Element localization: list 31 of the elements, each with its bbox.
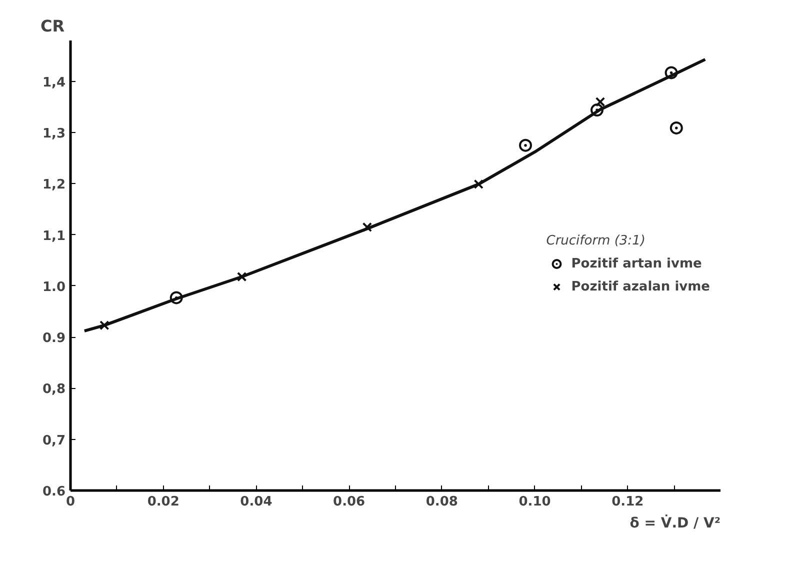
x-tick-label: 0.10 (518, 494, 551, 510)
x-tick-label: 0.02 (147, 494, 180, 510)
point (664, 66, 678, 80)
x-tick-label: 0.12 (612, 494, 644, 510)
y-tick-label: 0,8 (42, 382, 66, 398)
point (236, 272, 247, 282)
x-tick-label: 0.08 (426, 494, 458, 510)
x-axis-title: δ = V̇.D / V² (630, 514, 721, 532)
y-tick-label: 0.6 (42, 484, 66, 500)
x-tick-label: 0.04 (240, 494, 272, 510)
y-tick-label: 1,2 (42, 178, 66, 193)
legend-title: Cruciform (3:1) (546, 234, 646, 248)
point (474, 179, 484, 190)
point (170, 291, 183, 304)
point (595, 96, 606, 107)
point (362, 222, 372, 232)
y-tick-label: 1,1 (42, 228, 66, 244)
point (519, 138, 532, 152)
y-tick-label: 1,4 (42, 75, 66, 90)
x-tick-label: 0.06 (333, 494, 366, 510)
legend-label: Pozitif azalan ivme (571, 279, 710, 294)
point (100, 320, 110, 330)
y-tick-label: 1.0 (42, 280, 66, 295)
point (590, 104, 604, 117)
y-axis-title: CR (40, 16, 65, 36)
y-tick-label: 1,3 (42, 126, 66, 142)
x-tick-label: 0 (66, 494, 76, 510)
y-tick-label: 0.9 (42, 331, 66, 346)
point (670, 121, 683, 134)
y-tick-label: 0,7 (42, 433, 66, 448)
legend-label: Pozitif artan ivme (571, 256, 702, 271)
